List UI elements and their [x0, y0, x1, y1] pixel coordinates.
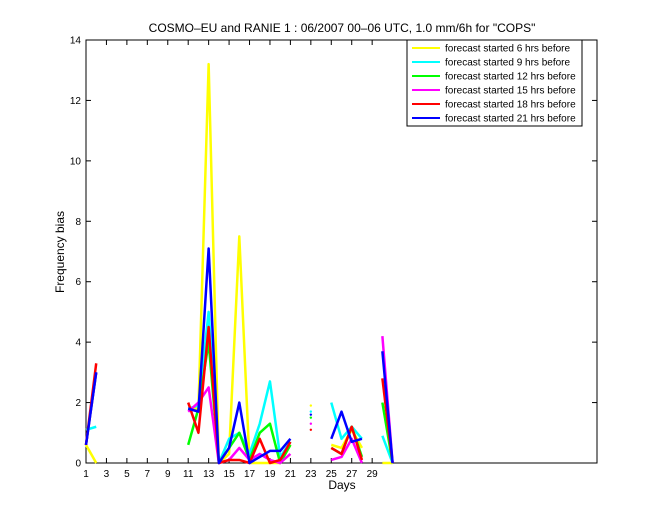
- x-tick-label: 13: [203, 469, 215, 480]
- series-4-line: [330, 437, 364, 464]
- y-tick-label: 14: [70, 36, 82, 47]
- series-lines: [84, 62, 394, 465]
- series-1-point: [309, 404, 313, 407]
- series-6-line: [330, 410, 363, 444]
- series-3-point: [309, 416, 313, 419]
- series-6-point: [309, 413, 313, 416]
- series-5-line: [330, 425, 364, 461]
- y-tick-label: 8: [75, 217, 81, 228]
- series-5-point: [309, 428, 313, 431]
- series-5-line: [187, 325, 292, 465]
- x-tick-label: 1: [83, 469, 89, 480]
- legend: forecast started 6 hrs before forecast st…: [406, 39, 583, 127]
- series-1-line: [84, 444, 98, 464]
- x-tick-label: 9: [165, 469, 171, 480]
- legend-label: forecast started 9 hrs before: [445, 58, 571, 69]
- series-2-line: [330, 402, 363, 441]
- x-tick-label: 11: [183, 469, 194, 480]
- x-tick-label: 19: [264, 469, 276, 480]
- y-tick-label: 4: [75, 338, 81, 349]
- y-axis: 0 2 4 6 8 10 12 14: [70, 36, 597, 470]
- legend-label: forecast started 18 hrs before: [445, 100, 576, 111]
- series-2-point: [309, 410, 313, 413]
- x-axis-label: Days: [328, 478, 355, 492]
- x-tick-label: 25: [326, 469, 338, 480]
- y-tick-label: 12: [70, 96, 82, 107]
- x-tick-label: 23: [305, 469, 317, 480]
- legend-label: forecast started 21 hrs before: [445, 114, 576, 125]
- x-tick-label: 29: [367, 469, 379, 480]
- x-tick-label: 17: [244, 469, 256, 480]
- legend-label: forecast started 6 hrs before: [445, 44, 571, 55]
- y-tick-label: 10: [70, 156, 82, 167]
- x-tick-label: 15: [224, 469, 236, 480]
- legend-label: forecast started 15 hrs before: [445, 86, 576, 97]
- x-tick-label: 7: [145, 469, 151, 480]
- y-axis-label: Frequency bias: [53, 211, 67, 293]
- x-tick-label: 21: [285, 469, 297, 480]
- x-tick-label: 3: [104, 469, 110, 480]
- series-6-line: [381, 351, 394, 464]
- y-tick-label: 2: [75, 398, 81, 409]
- y-tick-label: 6: [75, 277, 81, 288]
- series-4-point: [309, 422, 313, 425]
- series-6-line: [187, 247, 292, 465]
- x-tick-label: 5: [124, 469, 130, 480]
- chart-title: COSMO–EU and RANIE 1 : 06/2007 00–06 UTC…: [149, 21, 536, 35]
- y-tick-label: 0: [75, 459, 81, 470]
- legend-label: forecast started 12 hrs before: [445, 72, 576, 83]
- legend-box: [406, 39, 583, 127]
- series-6-line: [84, 372, 98, 446]
- x-axis: 1 3 5 7 9 11 13 15 17 19 21 23 25 27 29: [83, 40, 378, 480]
- x-tick-label: 27: [346, 469, 358, 480]
